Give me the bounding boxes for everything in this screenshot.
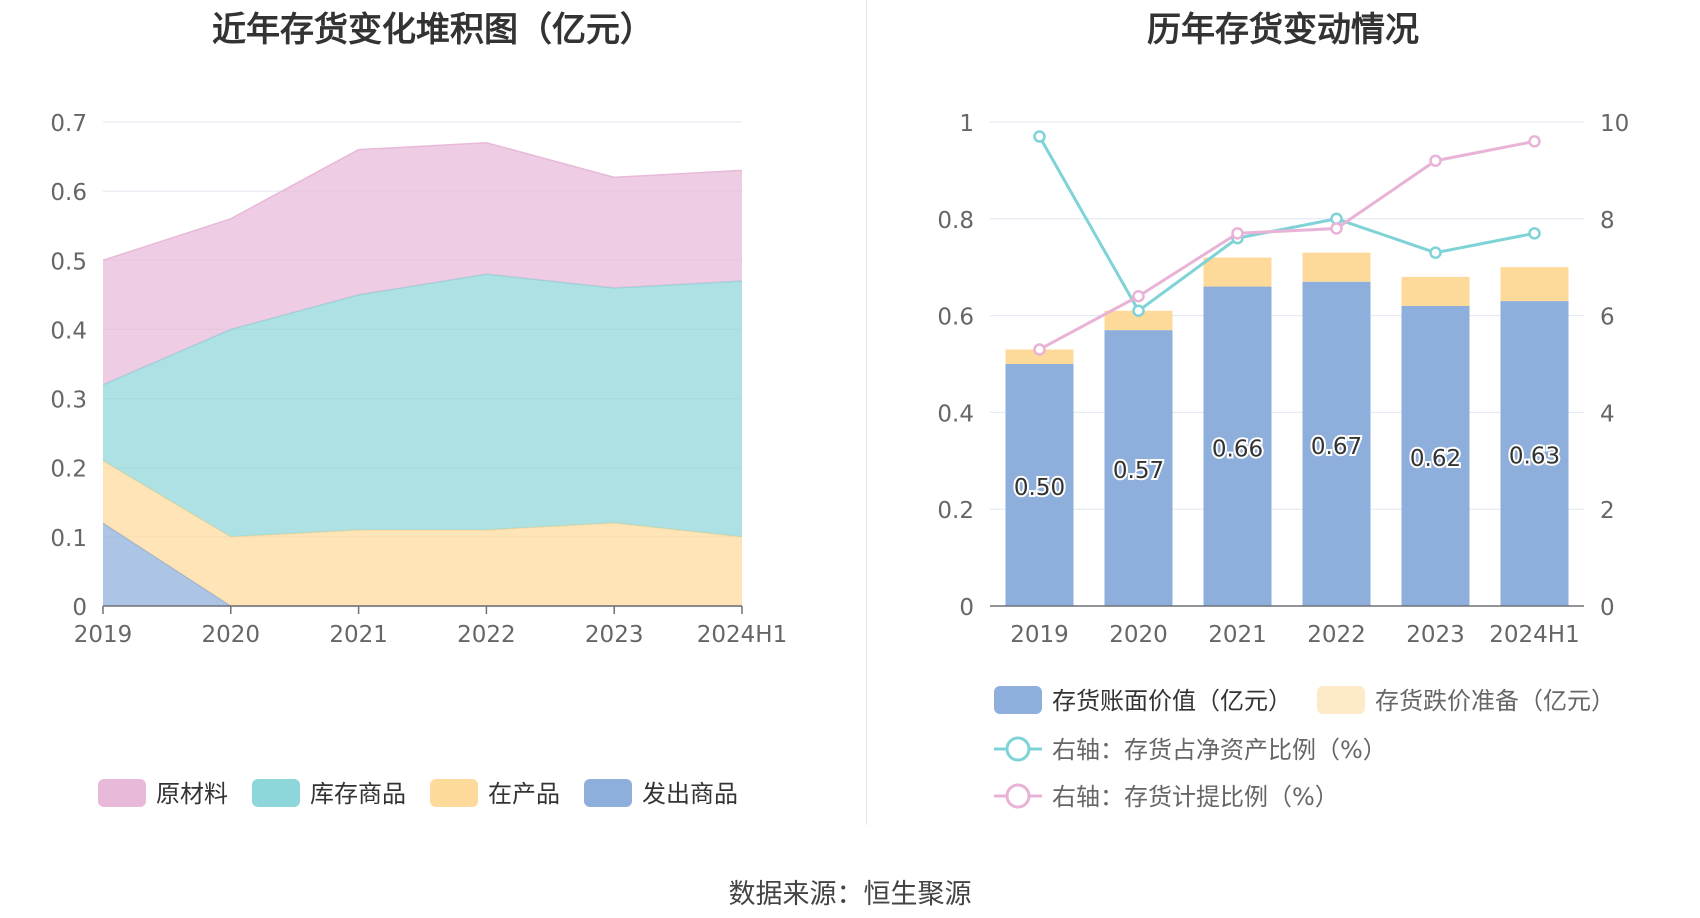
bar-value-label: 0.63 — [1509, 444, 1560, 470]
line-provision-ratio — [1038, 139, 1535, 351]
y-tick-label: 0.8 — [937, 208, 974, 234]
y2-tick-label: 2 — [1600, 498, 1615, 524]
line-ratio-net-assets — [1038, 135, 1535, 313]
bar-value-label: 0.66 — [1212, 436, 1263, 462]
y2-tick-label: 0 — [1600, 595, 1615, 621]
bar-impairment — [1104, 310, 1173, 331]
legend-swatch — [584, 779, 632, 807]
bar-value-label: 0.50 — [1014, 475, 1065, 501]
legend-swatch — [430, 779, 478, 807]
legend-swatch — [1317, 686, 1365, 714]
line-ratio-net-assets-point — [1033, 130, 1046, 143]
y-tick-label: 0 — [72, 595, 87, 621]
bar-value-label: 0.57 — [1113, 458, 1164, 484]
line-ratio-net-assets-point — [1132, 304, 1145, 318]
x-tick-label: 2020 — [202, 622, 261, 648]
line-provision-ratio-point — [1132, 289, 1145, 303]
line-provision-ratio-point — [1231, 227, 1244, 240]
x-tick-label: 2024H1 — [697, 622, 787, 648]
legend-marker — [1005, 736, 1031, 762]
x-tick-label: 2019 — [74, 622, 133, 648]
x-tick-label: 2022 — [1307, 622, 1366, 648]
bar-book-value — [1401, 305, 1470, 606]
left-chart-title: 近年存货变化堆积图（亿元） — [212, 10, 654, 50]
legend-swatch — [252, 779, 300, 807]
legend-label: 存货账面价值（亿元） — [1052, 687, 1292, 715]
data-source-note: 数据来源：恒生聚源 — [728, 879, 972, 910]
y-tick-label: 0.2 — [937, 498, 974, 524]
x-tick-label: 2023 — [585, 622, 644, 648]
y-tick-label: 0.7 — [50, 111, 87, 137]
legend-label: 存货跌价准备（亿元） — [1375, 687, 1615, 715]
x-tick-label: 2019 — [1010, 622, 1069, 648]
bar-book-value — [1203, 286, 1272, 606]
x-tick-label: 2023 — [1406, 622, 1465, 648]
legend-swatch — [98, 779, 146, 807]
y-tick-label: 0.2 — [50, 457, 87, 483]
bar-impairment — [1500, 267, 1569, 302]
bar-impairment — [1005, 349, 1074, 364]
y2-tick-label: 8 — [1600, 208, 1615, 234]
legend-label: 发出商品 — [642, 780, 738, 808]
line-provision-ratio-point — [1528, 135, 1541, 148]
area-raw-materials — [103, 142, 742, 385]
y-tick-label: 0.5 — [50, 249, 87, 275]
legend-label: 库存商品 — [310, 780, 406, 808]
y-tick-label: 0.4 — [937, 401, 974, 427]
stacked-area-chart: 0 0.1 0.2 0.3 0.4 0.5 0.6 0.7 2019 2020 2021 2022 20… — [50, 111, 787, 808]
bar-book-value — [1104, 330, 1173, 606]
bar-impairment — [1203, 257, 1272, 287]
right-chart-title: 历年存货变动情况 — [1147, 10, 1419, 50]
bar-book-value — [1500, 301, 1569, 606]
x-tick-label: 2022 — [457, 622, 516, 648]
line-ratio-net-assets-point — [1429, 246, 1442, 259]
panel-divider — [866, 0, 867, 825]
bar-book-value — [1302, 281, 1371, 606]
line-provision-ratio-point — [1330, 222, 1343, 235]
y-tick-label: 0.6 — [50, 180, 87, 206]
bar-value-label: 0.62 — [1410, 446, 1461, 472]
x-tick-label: 2024H1 — [1489, 622, 1579, 648]
line-provision-ratio-point — [1429, 154, 1442, 167]
y2-tick-label: 10 — [1600, 111, 1629, 137]
x-tick-label: 2020 — [1109, 622, 1168, 648]
area-goods-shipped — [103, 523, 742, 606]
y-tick-label: 0.4 — [50, 318, 87, 344]
bar-impairment — [1401, 276, 1470, 306]
y-tick-label: 0.1 — [50, 526, 87, 552]
y2-tick-label: 6 — [1600, 305, 1615, 331]
y-tick-label: 0.6 — [937, 305, 974, 331]
y-tick-label: 0 — [959, 595, 974, 621]
area-finished-goods — [103, 274, 742, 537]
legend-label: 在产品 — [488, 780, 560, 808]
legend-label: 右轴：存货占净资产比例（%） — [1052, 736, 1387, 764]
legend-swatch — [994, 686, 1042, 714]
line-provision-ratio-point — [1033, 343, 1046, 356]
legend-label: 原材料 — [156, 780, 228, 808]
legend-label: 右轴：存货计提比例（%） — [1052, 783, 1339, 811]
x-tick-label: 2021 — [329, 622, 388, 648]
y2-tick-label: 4 — [1600, 401, 1615, 427]
line-ratio-net-assets-point — [1528, 227, 1541, 240]
y-tick-label: 1 — [959, 111, 974, 137]
legend-marker — [1005, 783, 1031, 809]
area-work-in-progress — [103, 460, 742, 606]
y-tick-label: 0.3 — [50, 388, 87, 414]
bar-book-value — [1005, 364, 1074, 606]
x-tick-label: 2021 — [1208, 622, 1267, 648]
bar-impairment — [1302, 252, 1371, 282]
area-raw-materials-edge — [102, 141, 743, 261]
bar-value-label: 0.67 — [1311, 434, 1362, 460]
